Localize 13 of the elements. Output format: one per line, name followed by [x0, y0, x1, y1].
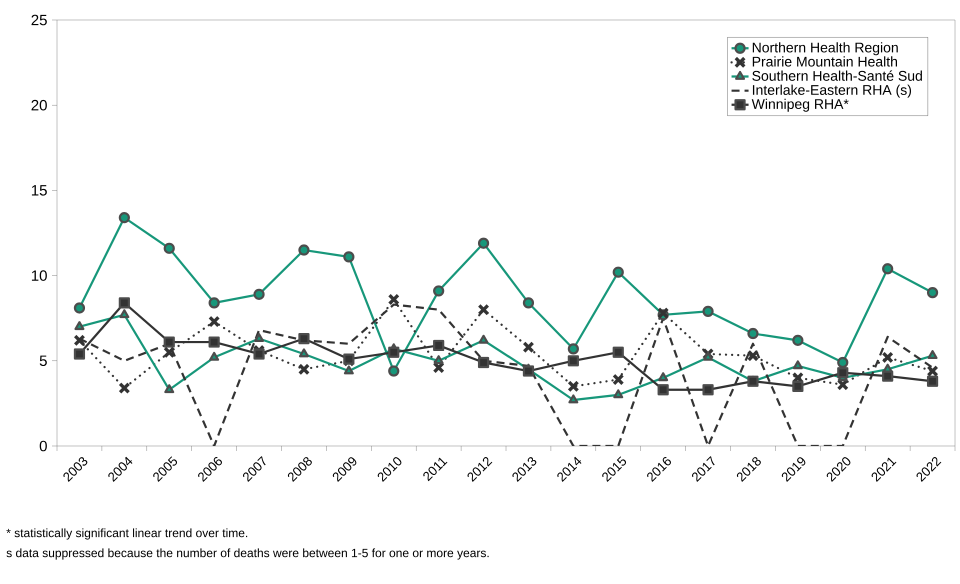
y-tick-label: 10 [32, 270, 47, 281]
legend-label: Interlake-Eastern RHA (s) [752, 84, 912, 98]
y-tick-label: 15 [32, 185, 47, 196]
legend-label: Southern Health-Santé Sud [752, 70, 922, 81]
legend-label: Northern Health Region [752, 42, 898, 56]
y-tick-label: 0 [40, 440, 47, 452]
text: * statistically significant linear trend over time. [6, 528, 248, 540]
y-tick-label: 25 [32, 14, 47, 26]
y-tick-label: 5 [40, 356, 47, 366]
legend-label: Prairie Mountain Health [752, 56, 897, 67]
y-tick-label: 20 [32, 100, 47, 110]
text: s data suppressed because the number of deaths were between 1-5 for one or more years. [6, 548, 489, 560]
legend-label: Winnipeg RHA* [752, 98, 849, 112]
